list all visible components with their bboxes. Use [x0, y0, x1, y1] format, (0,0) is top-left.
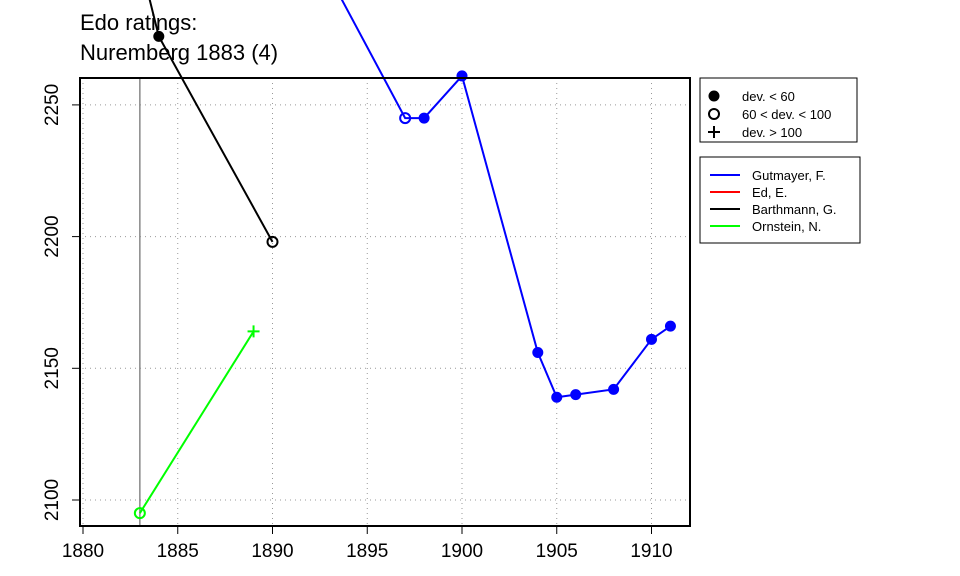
plot-frame [79, 77, 691, 527]
data-point-2-4 [266, 235, 279, 248]
legend-plus-icon [708, 126, 720, 138]
marker-legend-label: dev. < 60 [742, 89, 795, 104]
chart-title-line-2: Nuremberg 1883 (4) [80, 40, 279, 65]
marker-legend-label: 60 < dev. < 100 [742, 107, 831, 122]
x-tick-label: 1885 [157, 541, 199, 562]
data-point-0-7 [532, 346, 544, 358]
data-point-0-8 [551, 391, 563, 403]
x-tick-label: 1880 [62, 541, 104, 562]
data-point-0-12 [664, 320, 676, 332]
marker-legend-label: dev. > 100 [742, 125, 802, 140]
legend-filled-circle-icon [708, 90, 720, 102]
data-point-0-11 [646, 333, 657, 345]
x-tick-label: 1900 [441, 541, 483, 562]
data-point-0-9 [570, 389, 582, 401]
data-point-0-5 [418, 112, 430, 124]
y-tick-label: 2100 [42, 479, 63, 521]
x-tick-label: 1910 [630, 541, 672, 562]
data-point-0-10 [608, 383, 620, 395]
y-tick-label: 2200 [42, 215, 63, 257]
data-point-2-3 [153, 30, 165, 42]
series-legend-label: Ornstein, N. [752, 219, 821, 234]
marker-legend-box [699, 77, 858, 143]
series-line-0 [340, 0, 672, 399]
y-tick-label: 2150 [42, 347, 63, 389]
x-tick-label: 1895 [346, 541, 388, 562]
series-legend-label: Gutmayer, F. [752, 168, 826, 183]
series-line-2 [148, 0, 274, 243]
series-legend-label: Ed, E. [752, 185, 787, 200]
series-line-3 [139, 330, 255, 514]
series-legend-box [699, 156, 861, 244]
data-point-0-4 [399, 112, 412, 125]
data-point-0-6 [456, 70, 468, 82]
x-tick-label: 1890 [251, 541, 293, 562]
y-tick-label: 2250 [42, 84, 63, 126]
legend-open-circle-icon [708, 108, 720, 120]
data-point-3-1 [247, 325, 260, 338]
series-legend-label: Barthmann, G. [752, 202, 837, 217]
data-point-3-0 [133, 507, 146, 520]
chart-title-line-1: Edo ratings: [80, 10, 198, 35]
x-tick-label: 1905 [536, 541, 578, 562]
